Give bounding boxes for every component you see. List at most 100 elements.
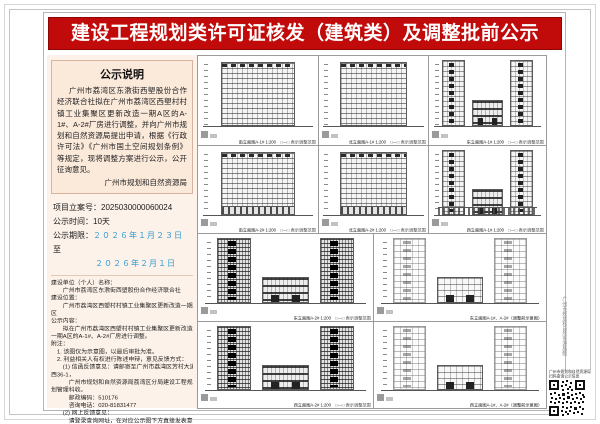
scale-mark [432, 219, 448, 226]
ground-line [380, 302, 540, 304]
podium-block [471, 188, 504, 215]
building-elevation-drawing [392, 238, 528, 303]
drawings-grid: 南立面图A-1# 1:200 □—□ 表示调整范围 北立面图A-1# 1:200 … [197, 55, 547, 409]
entrance-opening [466, 294, 474, 302]
qr-code [549, 380, 585, 416]
panel-caption: 西立面图A-1# 1:200 □—□ 表示调整范围 [467, 227, 544, 233]
caption-text: 东立面图A-1# 1:200 [466, 140, 505, 145]
ground-floor-band [221, 205, 295, 214]
notice-signature: 广州市规划和自然资源局 [104, 178, 188, 187]
panel-caption: 南立面图A-2# 1:200 □—□ 表示调整范围 [239, 227, 316, 233]
panel-caption: 北立面图A-2# 1:200 □—□ 表示调整范围 [349, 227, 426, 233]
elevation-panel: 西立面图A-2# 1:200 □—□ 表示调整范围 [197, 321, 374, 409]
caption-legend: □—□ 表示调整范围 [508, 228, 544, 233]
ground-line [380, 389, 540, 391]
detail-line: (2) 网上反馈意见： [51, 409, 113, 417]
ground-floor-band [340, 205, 407, 214]
notice-body: 广州市荔湾区东漖街西塱股份合作经济联合社拟在广州市荔湾区西塱村村镇工业集聚区更新… [57, 86, 187, 174]
notice-box: 公示说明 广州市荔湾区东漖街西塱股份合作经济联合社拟在广州市荔湾区西塱村村镇工业… [51, 60, 193, 194]
panel-caption: 西立面图A-1#、A-2#（调整前示意图） [470, 402, 544, 408]
caption-text: 西立面图A-1#、A-2#（调整前示意图） [469, 403, 540, 408]
entrance-opening [291, 381, 300, 389]
building-elevation-drawing [217, 238, 354, 303]
detail-line: 建设单位（个人）名称： [51, 279, 116, 287]
caption-text: 西立面图A-1# 1:200 [466, 228, 505, 233]
caption-text: 北立面图A-2# 1:200 [348, 228, 387, 233]
detail-line: 公示内容： [51, 317, 81, 325]
entrance-opening [491, 206, 497, 214]
elevation-panel: 东立面图A-1#、A-2#（调整前示意图） [373, 233, 547, 322]
page-title: 建设工程规划类许可证核发（建筑类）及调整批前公示 [48, 17, 562, 50]
scale-mark [201, 219, 217, 226]
elevation-panel: 北立面图A-2# 1:200 □—□ 表示调整范围 [318, 145, 429, 234]
ground-line [205, 302, 366, 304]
scale-mark [201, 131, 217, 138]
tower-left [217, 238, 252, 303]
qr-caption-line1: 广州市规划和自然资源局 [549, 370, 591, 375]
building-elevation-drawing [438, 150, 538, 217]
dimension-marks-left [434, 153, 439, 214]
podium-block [471, 99, 504, 127]
ground-line [433, 214, 542, 216]
panel-caption: 南立面图A-1# 1:200 □—□ 表示调整范围 [239, 139, 316, 145]
entrance-opening [466, 381, 474, 389]
dimension-marks-left [324, 64, 329, 126]
caption-legend: □—□ 表示调整范围 [335, 403, 371, 408]
building-elevation-drawing [441, 60, 534, 127]
podium-block [262, 276, 309, 303]
detail-line: 请登录查询网址，在对应公示图下方直接发表意见。 [68, 417, 193, 424]
caption-legend: □—□ 表示调整范围 [390, 228, 426, 233]
case-number-row: 项目立案号：2025030000060024 [53, 201, 191, 215]
entrance-opening [271, 381, 280, 389]
tower-right [493, 238, 528, 303]
tower-right [319, 326, 354, 390]
dimension-marks-left [206, 241, 211, 302]
scale-mark [201, 307, 217, 314]
case-number-value: 2025030000060024 [101, 203, 173, 212]
dimension-marks-left [434, 64, 439, 126]
period-label: 公示期限： [53, 231, 93, 240]
entrance-opening [446, 381, 454, 389]
detail-line: 1. 该图仅为示意图，以最后审批为准。 [51, 348, 158, 356]
dimension-marks-left [382, 329, 387, 390]
period-end-row: ２０２６年２月１日 [95, 257, 191, 271]
dimension-marks-left [204, 153, 208, 214]
tower-right [319, 238, 354, 303]
scale-mark [201, 394, 217, 401]
tower-left [392, 326, 427, 390]
entrance-opening [478, 118, 484, 126]
dimension-marks-left [206, 329, 211, 390]
detail-line: 广州市荔湾区东漖街西塱股份合作经济联合社 [51, 287, 181, 294]
ground-line [323, 126, 424, 128]
duration-label: 公示时间： [53, 217, 93, 226]
detail-line: 2. 利益相关人有权进行陈述申辩，意见反馈方式： [51, 356, 188, 363]
scale-mark [322, 131, 338, 138]
scale-mark [377, 394, 393, 401]
details-text: 建设单位（个人）名称： 广州市荔湾区东漖街西塱股份合作经济联合社 建设位置： 广州… [51, 279, 193, 424]
entrance-opening [446, 294, 454, 302]
tower-left [441, 150, 465, 215]
dimension-marks-left [204, 64, 208, 126]
caption-text: 西立面图A-2# 1:200 [293, 403, 332, 408]
caption-text: 东立面图A-2# 1:200 [293, 316, 332, 321]
detail-line: (1) 信函反馈意见：请邮寄至广州市荔湾区芳村大道西36-1， [51, 363, 193, 379]
ground-line [202, 126, 314, 128]
elevation-panel: 东立面图A-2# 1:200 □—□ 表示调整范围 [197, 233, 374, 322]
podium-block [437, 364, 483, 390]
caption-legend: □—□ 表示调整范围 [390, 140, 426, 145]
notice-details: 建设单位（个人）名称： 广州市荔湾区东漖街西塱股份合作经济联合社 建设位置： 广州… [51, 275, 193, 424]
dimension-marks-left [324, 153, 329, 214]
scale-mark [432, 131, 448, 138]
period-row: 公示期限：２０２６年１月２３日 至 [53, 229, 191, 257]
elevation-panel: 东立面图A-1# 1:200 □—□ 表示调整范围 [428, 55, 547, 146]
caption-legend: □—□ 表示调整范围 [335, 316, 371, 321]
panel-caption: 东立面图A-2# 1:200 □—□ 表示调整范围 [294, 315, 371, 321]
elevation-panel: 南立面图A-1# 1:200 □—□ 表示调整范围 [197, 55, 319, 146]
panel-caption: 北立面图A-1# 1:200 □—□ 表示调整范围 [349, 139, 426, 145]
tower-left [392, 238, 427, 303]
building-elevation-drawing [220, 152, 296, 215]
panel-caption: 东立面图A-1#、A-2#（调整前示意图） [470, 315, 544, 321]
ground-line [433, 126, 542, 128]
entrance-opening [478, 206, 484, 214]
